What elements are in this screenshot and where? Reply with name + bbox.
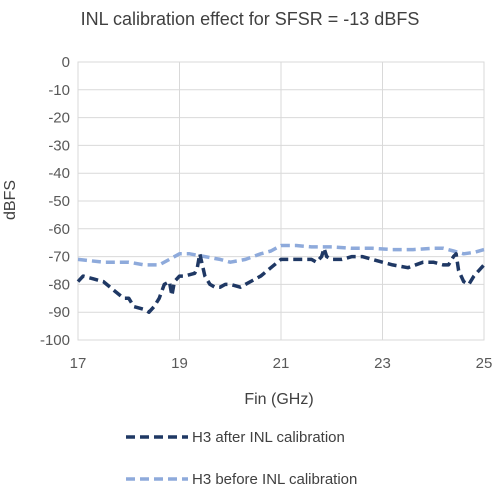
legend-label-before: H3 before INL calibration — [192, 471, 357, 488]
x-tick-label: 25 — [476, 355, 493, 372]
legend-label-after: H3 after INL calibration — [192, 429, 345, 446]
series-line-after — [76, 246, 486, 314]
x-tick-label: 17 — [70, 355, 87, 372]
plot-border — [77, 61, 485, 341]
legend: H3 after INL calibration H3 before INL ca… — [126, 429, 357, 488]
y-tick-label: -70 — [48, 249, 70, 266]
x-tick-label: 19 — [171, 355, 188, 372]
chart-title: INL calibration effect for SFSR = -13 dB… — [81, 9, 420, 29]
y-tick-label: -80 — [48, 276, 70, 293]
y-tick-label: -30 — [48, 137, 70, 154]
series-line-before — [77, 243, 485, 267]
y-tick-label: -50 — [48, 193, 70, 210]
x-axis-label: Fin (GHz) — [244, 391, 313, 408]
y-tick-label: -100 — [40, 332, 70, 349]
x-tick-label: 21 — [273, 355, 290, 372]
y-tick-label: -40 — [48, 165, 70, 182]
y-tick-label: -20 — [48, 110, 70, 127]
series-lines — [76, 243, 486, 314]
grid-lines — [77, 61, 485, 341]
y-axis-label: dBFS — [2, 180, 19, 220]
y-tick-label: -60 — [48, 221, 70, 238]
x-tick-label: 23 — [374, 355, 391, 372]
y-tick-label: -90 — [48, 304, 70, 321]
y-tick-label: 0 — [62, 54, 70, 71]
y-tick-label: -10 — [48, 82, 70, 99]
